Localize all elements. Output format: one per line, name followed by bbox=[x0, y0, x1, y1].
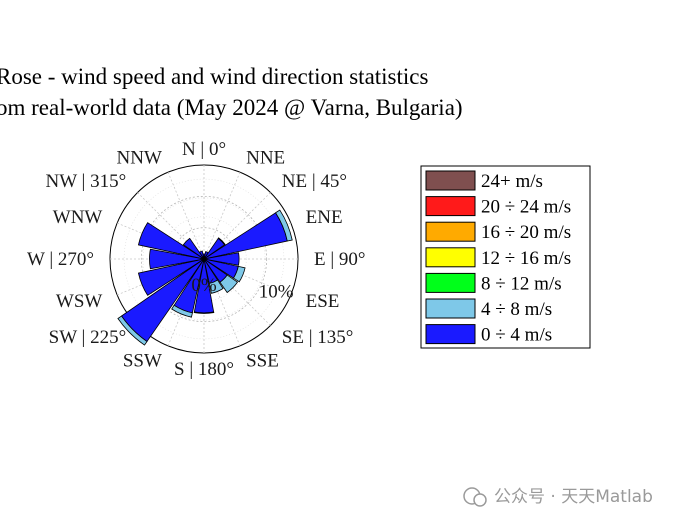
legend: 24+ m/s 20 ÷ 24 m/s 16 ÷ 20 m/s 12 ÷ 16 m/s… bbox=[420, 165, 591, 349]
direction-label-11: WSW bbox=[56, 291, 103, 312]
direction-label-9: SSW bbox=[123, 351, 162, 372]
rose-sector-dir11-bin0 bbox=[137, 258, 205, 296]
direction-label-1: NNE bbox=[246, 147, 285, 168]
legend-label-0: 24+ m/s bbox=[481, 171, 543, 192]
ring-labels: 0% 10% bbox=[191, 275, 293, 302]
direction-label-13: WNW bbox=[53, 207, 103, 228]
chart-title-line-1: Rose - wind speed and wind direction sta… bbox=[0, 64, 429, 89]
rose-sector-dir12-bin0 bbox=[149, 248, 205, 270]
wechat-icon-bubble bbox=[473, 493, 487, 507]
legend-label-5: 4 ÷ 8 m/s bbox=[481, 299, 552, 320]
polar-grid-ring-1 bbox=[140, 195, 268, 323]
watermark-text: 公众号 · 天天Matlab bbox=[494, 487, 653, 507]
rose-sector-dir15-bin0 bbox=[199, 250, 205, 260]
direction-label-6: SE | 135° bbox=[282, 327, 354, 348]
rose-sector-dir14-bin0 bbox=[182, 237, 205, 260]
chart-title-line-2: om real-world data (May 2024 @ Varna, Bu… bbox=[0, 95, 463, 120]
rose-sector-dir10-bin1 bbox=[117, 315, 148, 346]
legend-swatch-5 bbox=[425, 298, 476, 319]
direction-label-7: SSE bbox=[246, 351, 279, 372]
rose-sector-dir3-bin1 bbox=[275, 209, 293, 242]
rose-sector-dir9-bin1 bbox=[171, 304, 193, 318]
legend-label-1: 20 ÷ 24 m/s bbox=[481, 197, 571, 218]
direction-label-0: N | 0° bbox=[182, 139, 226, 160]
legend-label-4: 8 ÷ 12 m/s bbox=[481, 273, 562, 294]
rose-sector-dir4-bin0 bbox=[203, 252, 240, 266]
legend-swatch-2 bbox=[425, 221, 476, 242]
polar-minor-ring-4 bbox=[123, 178, 285, 340]
direction-label-15: NNW bbox=[117, 147, 162, 168]
legend-label-6: 0 ÷ 4 m/s bbox=[481, 325, 552, 346]
rose-sector-dir6-bin1 bbox=[219, 274, 239, 294]
direction-label-4: E | 90° bbox=[314, 249, 366, 270]
watermark: 公众号 · 天天Matlab bbox=[463, 487, 653, 507]
legend-label-3: 12 ÷ 16 m/s bbox=[481, 248, 571, 269]
direction-label-14: NW | 315° bbox=[45, 171, 126, 192]
legend-swatch-1 bbox=[425, 196, 476, 217]
rose-sector-dir5-bin1 bbox=[232, 265, 246, 283]
rose-sector-dir8-bin1 bbox=[193, 311, 215, 314]
rose-sectors bbox=[117, 209, 293, 346]
legend-swatch-6 bbox=[425, 324, 476, 345]
rose-sector-dir2-bin1 bbox=[217, 237, 226, 246]
ring-label-1: 10% bbox=[259, 281, 294, 302]
direction-label-10: SW | 225° bbox=[49, 327, 127, 348]
direction-label-8: S | 180° bbox=[174, 359, 234, 380]
legend-swatch-4 bbox=[425, 272, 476, 293]
direction-label-3: ENE bbox=[306, 207, 343, 228]
direction-label-2: NE | 45° bbox=[282, 171, 347, 192]
rose-sector-dir7-bin1 bbox=[208, 279, 224, 294]
legend-swatch-3 bbox=[425, 247, 476, 268]
direction-label-5: ESE bbox=[306, 291, 340, 312]
ring-label-0: 0% bbox=[191, 275, 217, 296]
legend-swatch-0 bbox=[425, 170, 476, 191]
legend-label-2: 16 ÷ 20 m/s bbox=[481, 222, 571, 243]
rose-sector-dir13-bin0 bbox=[137, 222, 205, 260]
direction-label-12: W | 270° bbox=[27, 249, 94, 270]
